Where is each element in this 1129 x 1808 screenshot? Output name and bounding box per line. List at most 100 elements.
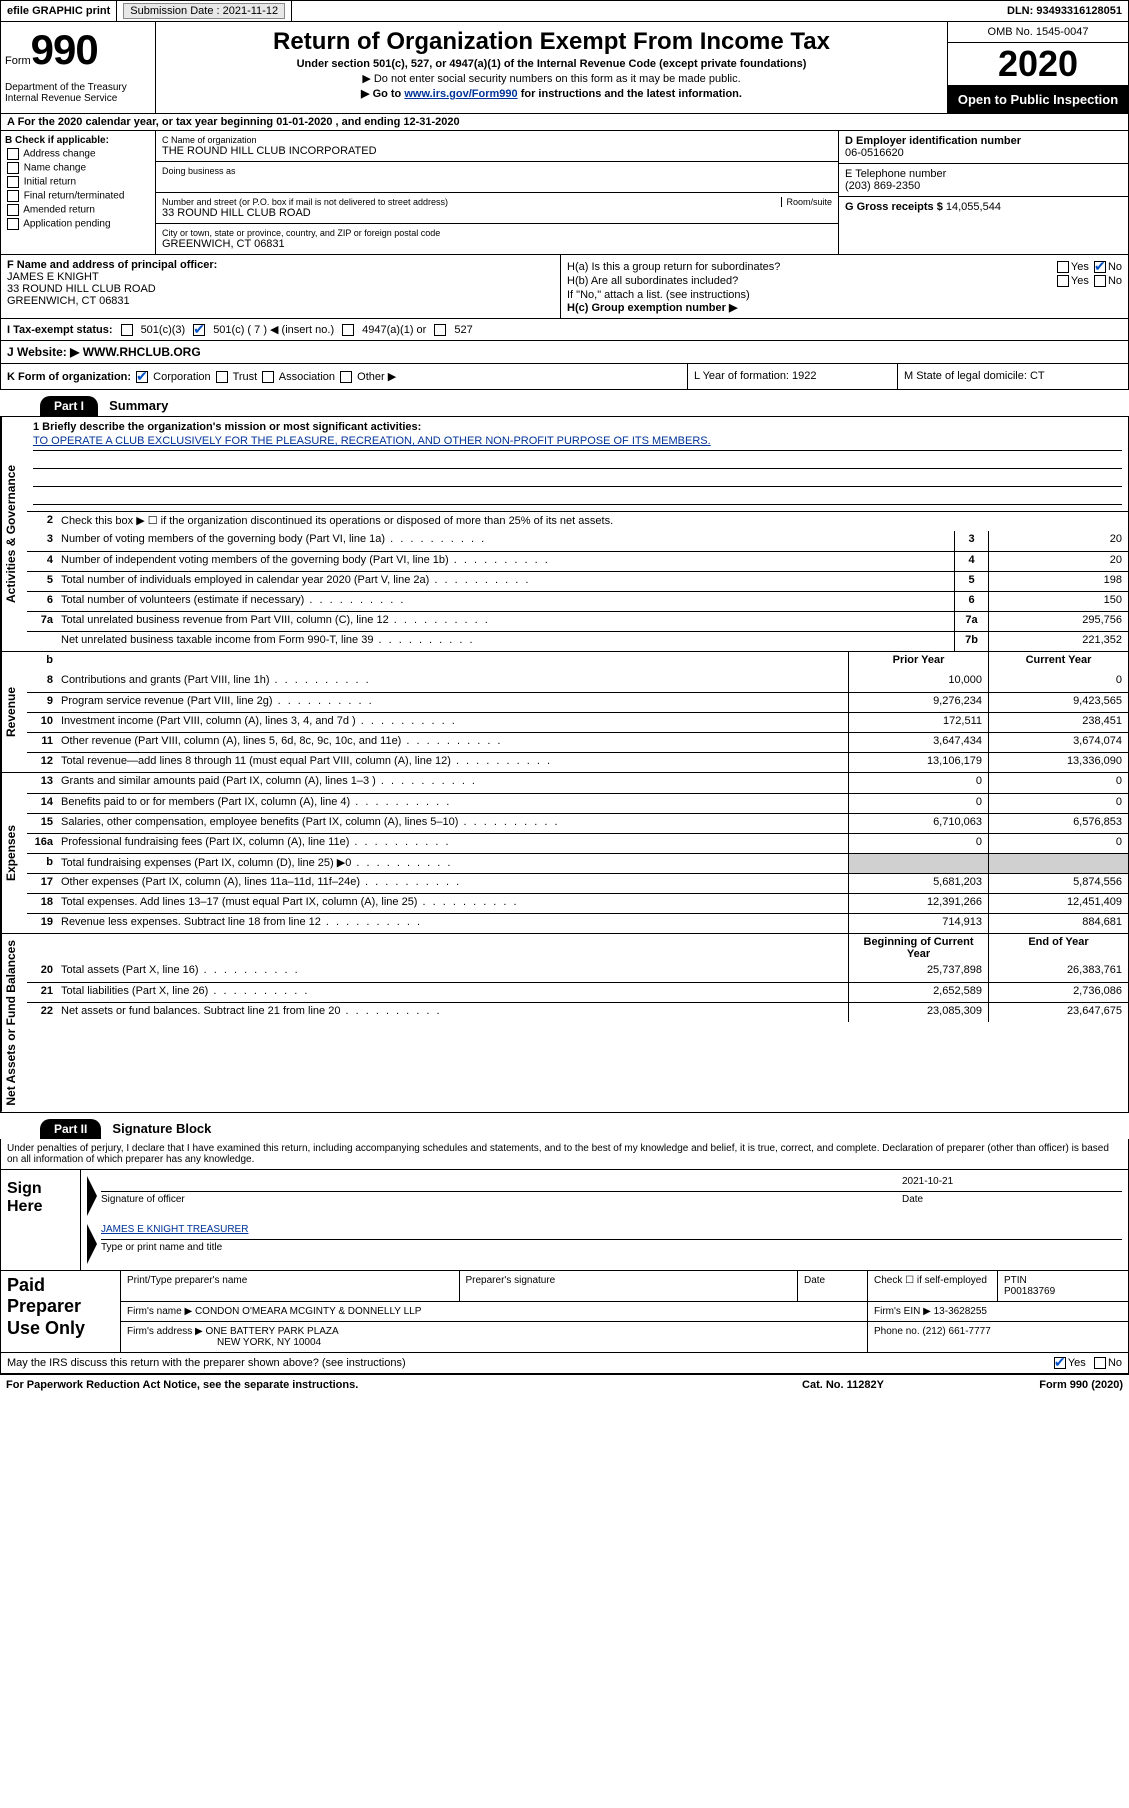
discuss-text: May the IRS discuss this return with the…	[7, 1357, 1052, 1369]
part1-title: Summary	[101, 398, 168, 413]
col-B-label: B Check if applicable:	[5, 135, 109, 146]
line-b: b	[27, 652, 57, 672]
part2-header: Part II	[40, 1119, 101, 1139]
ha-yes[interactable]	[1057, 261, 1069, 273]
footer-right: Form 990 (2020)	[943, 1379, 1123, 1391]
row-J-label: J Website: ▶	[7, 345, 79, 359]
website: WWW.RHCLUB.ORG	[83, 345, 201, 359]
row-H: H(a) Is this a group return for subordin…	[561, 255, 1128, 318]
gross: 14,055,544	[946, 201, 1001, 213]
tel-label: E Telephone number	[845, 168, 1122, 180]
chk-corporation[interactable]	[136, 371, 148, 383]
table-row: 11Other revenue (Part VIII, column (A), …	[27, 732, 1128, 752]
section-B-G: B Check if applicable: Address change Na…	[0, 131, 1129, 255]
subtitle-2: ▶ Do not enter social security numbers o…	[164, 72, 939, 85]
row-J: J Website: ▶ WWW.RHCLUB.ORG	[0, 341, 1129, 364]
row-K: K Form of organization: Corporation Trus…	[1, 364, 688, 389]
table-row: 10Investment income (Part VIII, column (…	[27, 712, 1128, 732]
table-row: 6Total number of volunteers (estimate if…	[27, 591, 1128, 611]
table-row: 20Total assets (Part X, line 16)25,737,8…	[27, 962, 1128, 982]
paid-preparer-section: Paid Preparer Use Only Print/Type prepar…	[0, 1271, 1129, 1353]
chk-527[interactable]	[434, 324, 446, 336]
prep-date-label: Date	[798, 1271, 868, 1301]
ein-block: D Employer identification number 06-0516…	[839, 131, 1128, 164]
table-row: 13Grants and similar amounts paid (Part …	[27, 773, 1128, 793]
ha-no[interactable]	[1094, 261, 1106, 273]
opt-4947: 4947(a)(1) or	[362, 324, 426, 336]
mission-block: 1 Briefly describe the organization's mi…	[27, 417, 1128, 511]
discuss-yes[interactable]	[1054, 1357, 1066, 1369]
table-row: 19Revenue less expenses. Subtract line 1…	[27, 913, 1128, 933]
officer-addr1: 33 ROUND HILL CLUB ROAD	[7, 283, 156, 295]
table-row: 18Total expenses. Add lines 13–17 (must …	[27, 893, 1128, 913]
mission-label: 1 Briefly describe the organization's mi…	[33, 421, 421, 433]
ha-label: H(a) Is this a group return for subordin…	[567, 261, 1055, 273]
gross-block: G Gross receipts $ 14,055,544	[839, 197, 1128, 217]
footer: For Paperwork Reduction Act Notice, see …	[0, 1374, 1129, 1395]
row-F-label: F Name and address of principal officer:	[7, 259, 217, 271]
org-name-label: C Name of organization	[162, 135, 832, 145]
vtab-expenses: Expenses	[1, 773, 27, 933]
chk-address-change[interactable]: Address change	[5, 148, 151, 160]
table-row: 22Net assets or fund balances. Subtract …	[27, 1002, 1128, 1022]
prep-name-label: Print/Type preparer's name	[121, 1271, 460, 1301]
form-number-cell: Form990 Department of the Treasury Inter…	[1, 22, 156, 113]
subtitle-1: Under section 501(c), 527, or 4947(a)(1)…	[164, 58, 939, 70]
title-cell: Return of Organization Exempt From Incom…	[156, 22, 948, 113]
org-name-block: C Name of organization THE ROUND HILL CL…	[156, 131, 838, 162]
form-num: 990	[31, 26, 98, 73]
hb-note: If "No," attach a list. (see instruction…	[567, 289, 1122, 301]
officer-name-title: JAMES E KNIGHT TREASURER	[101, 1224, 1122, 1235]
hb-no[interactable]	[1094, 275, 1106, 287]
omb-number: OMB No. 1545-0047	[948, 22, 1128, 43]
vtab-activities: Activities & Governance	[1, 417, 27, 651]
mission-text[interactable]: TO OPERATE A CLUB EXCLUSIVELY FOR THE PL…	[33, 435, 1122, 451]
street: 33 ROUND HILL CLUB ROAD	[162, 207, 832, 219]
hdr-end: End of Year	[988, 934, 1128, 962]
footer-left: For Paperwork Reduction Act Notice, see …	[6, 1379, 743, 1391]
table-row: 9Program service revenue (Part VIII, lin…	[27, 692, 1128, 712]
chk-initial-return[interactable]: Initial return	[5, 176, 151, 188]
ptin-block: PTINP00183769	[998, 1271, 1128, 1301]
chk-501c3[interactable]	[121, 324, 133, 336]
table-row: 14Benefits paid to or for members (Part …	[27, 793, 1128, 813]
table-row: Net unrelated business taxable income fr…	[27, 631, 1128, 651]
table-row: 5Total number of individuals employed in…	[27, 571, 1128, 591]
table-row: 15Salaries, other compensation, employee…	[27, 813, 1128, 833]
col-B: B Check if applicable: Address change Na…	[1, 131, 156, 254]
dln: DLN: 93493316128051	[1001, 1, 1128, 21]
sign-here-section: Sign Here 2021-10-21 Signature of office…	[0, 1170, 1129, 1271]
org-name: THE ROUND HILL CLUB INCORPORATED	[162, 145, 832, 157]
chk-trust[interactable]	[216, 371, 228, 383]
hc-label: H(c) Group exemption number ▶	[567, 301, 1122, 314]
chk-other[interactable]	[340, 371, 352, 383]
row-M: M State of legal domicile: CT	[898, 364, 1128, 389]
sign-date: 2021-10-21	[902, 1176, 1122, 1187]
submission-date-cell: Submission Date : 2021-11-12	[117, 1, 292, 21]
col-D: D Employer identification number 06-0516…	[838, 131, 1128, 254]
chk-application-pending[interactable]: Application pending	[5, 218, 151, 230]
street-block: Room/suite Number and street (or P.O. bo…	[156, 193, 838, 224]
submission-date-button[interactable]: Submission Date : 2021-11-12	[123, 3, 285, 19]
chk-4947[interactable]	[342, 324, 354, 336]
hb-yes[interactable]	[1057, 275, 1069, 287]
chk-association[interactable]	[262, 371, 274, 383]
chk-final-return[interactable]: Final return/terminated	[5, 190, 151, 202]
instructions-link[interactable]: www.irs.gov/Form990	[404, 88, 517, 100]
sign-arrow-icon-2	[87, 1224, 97, 1264]
topbar: efile GRAPHIC print Submission Date : 20…	[0, 0, 1129, 22]
discuss-no[interactable]	[1094, 1357, 1106, 1369]
tel: (203) 869-2350	[845, 180, 1122, 192]
hdr-begin: Beginning of Current Year	[848, 934, 988, 962]
chk-amended-return[interactable]: Amended return	[5, 204, 151, 216]
omb-cell: OMB No. 1545-0047 2020 Open to Public In…	[948, 22, 1128, 113]
chk-501c[interactable]	[193, 324, 205, 336]
part1-header: Part I	[40, 396, 98, 416]
city-label: City or town, state or province, country…	[162, 228, 832, 238]
opt-527: 527	[454, 324, 472, 336]
form-header: Form990 Department of the Treasury Inter…	[0, 22, 1129, 114]
box-netassets: Net Assets or Fund Balances Beginning of…	[0, 934, 1129, 1113]
prep-sig-label: Preparer's signature	[460, 1271, 799, 1301]
chk-name-change[interactable]: Name change	[5, 162, 151, 174]
firm-ein: Firm's EIN ▶ 13-3628255	[868, 1302, 1128, 1321]
